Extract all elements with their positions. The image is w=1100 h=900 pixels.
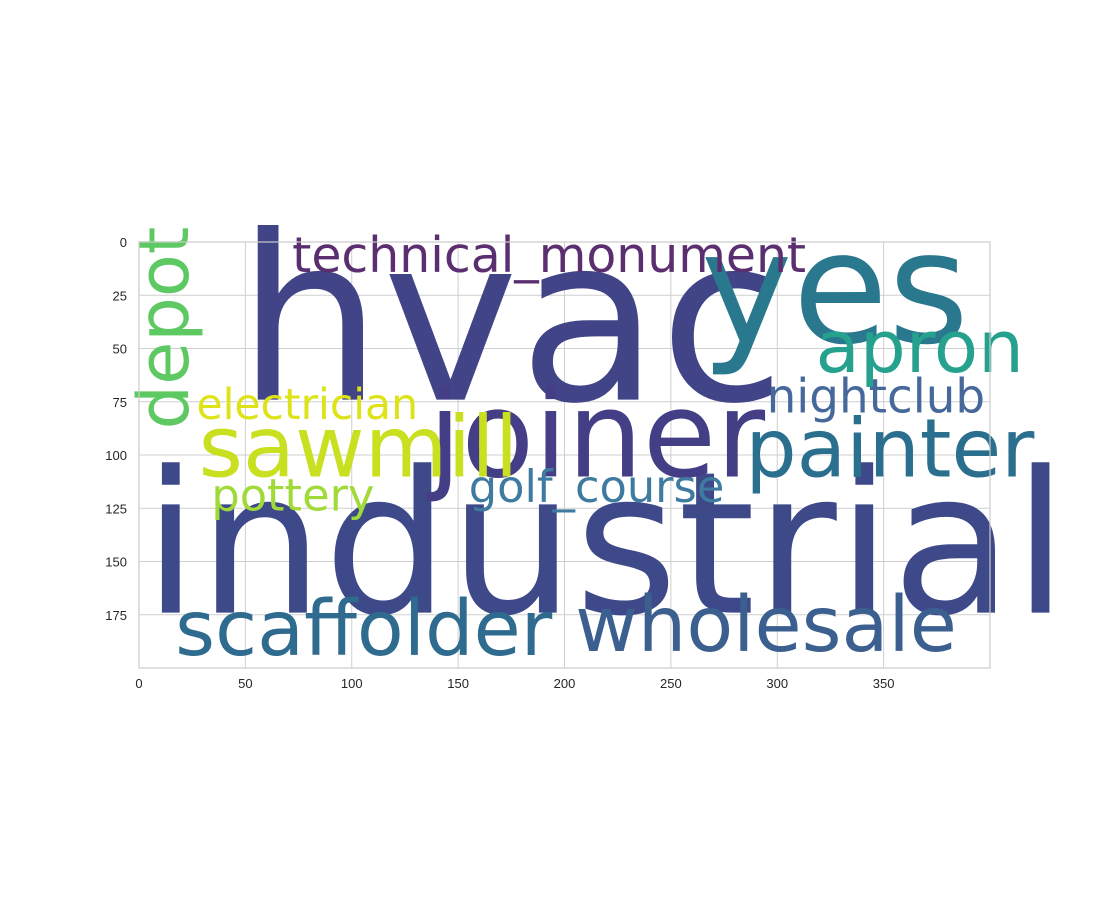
word-industrial: industrial bbox=[143, 429, 1068, 660]
x-tick-label: 250 bbox=[660, 676, 682, 691]
word-hvac: hvac bbox=[237, 188, 786, 455]
y-tick-label: 75 bbox=[113, 395, 127, 410]
x-tick-label: 150 bbox=[447, 676, 469, 691]
y-tick-label: 100 bbox=[105, 448, 127, 463]
word-technical-monument: technical_monument bbox=[292, 227, 806, 284]
word-nightclub: nightclub bbox=[767, 370, 985, 424]
plot-frame bbox=[138, 241, 991, 669]
word-golf-course: golf_course bbox=[469, 461, 725, 513]
word-yes: yes bbox=[701, 198, 969, 379]
grid bbox=[138, 241, 990, 668]
y-tick-label: 25 bbox=[113, 288, 127, 303]
y-tick-label: 125 bbox=[105, 501, 127, 516]
y-tick-label: 0 bbox=[120, 235, 127, 250]
word-apron: apron bbox=[816, 306, 1024, 390]
x-tick-label: 100 bbox=[341, 676, 363, 691]
y-tick-label: 50 bbox=[113, 342, 127, 357]
y-tick-label: 175 bbox=[105, 608, 127, 623]
x-tick-label: 350 bbox=[873, 676, 895, 691]
word-electrician: electrician bbox=[196, 381, 418, 430]
word-sawmill: sawmill bbox=[199, 398, 519, 497]
word-depot: depot bbox=[123, 227, 205, 430]
y-tick-label: 150 bbox=[105, 555, 127, 570]
word-painter: painter bbox=[745, 402, 1035, 496]
x-tick-label: 0 bbox=[135, 676, 142, 691]
word-wholesale: wholesale bbox=[575, 581, 957, 670]
x-tick-label: 300 bbox=[766, 676, 788, 691]
x-tick-label: 200 bbox=[554, 676, 576, 691]
axes: 0 50 100 150 200 250 300 350 0 25 50 75 100 125 150 175 bbox=[105, 235, 894, 691]
x-tick-label: 50 bbox=[238, 676, 252, 691]
word-scaffolder: scaffolder bbox=[175, 585, 553, 674]
word-pottery: pottery bbox=[211, 469, 374, 521]
word-joiner: joiner bbox=[425, 366, 765, 505]
